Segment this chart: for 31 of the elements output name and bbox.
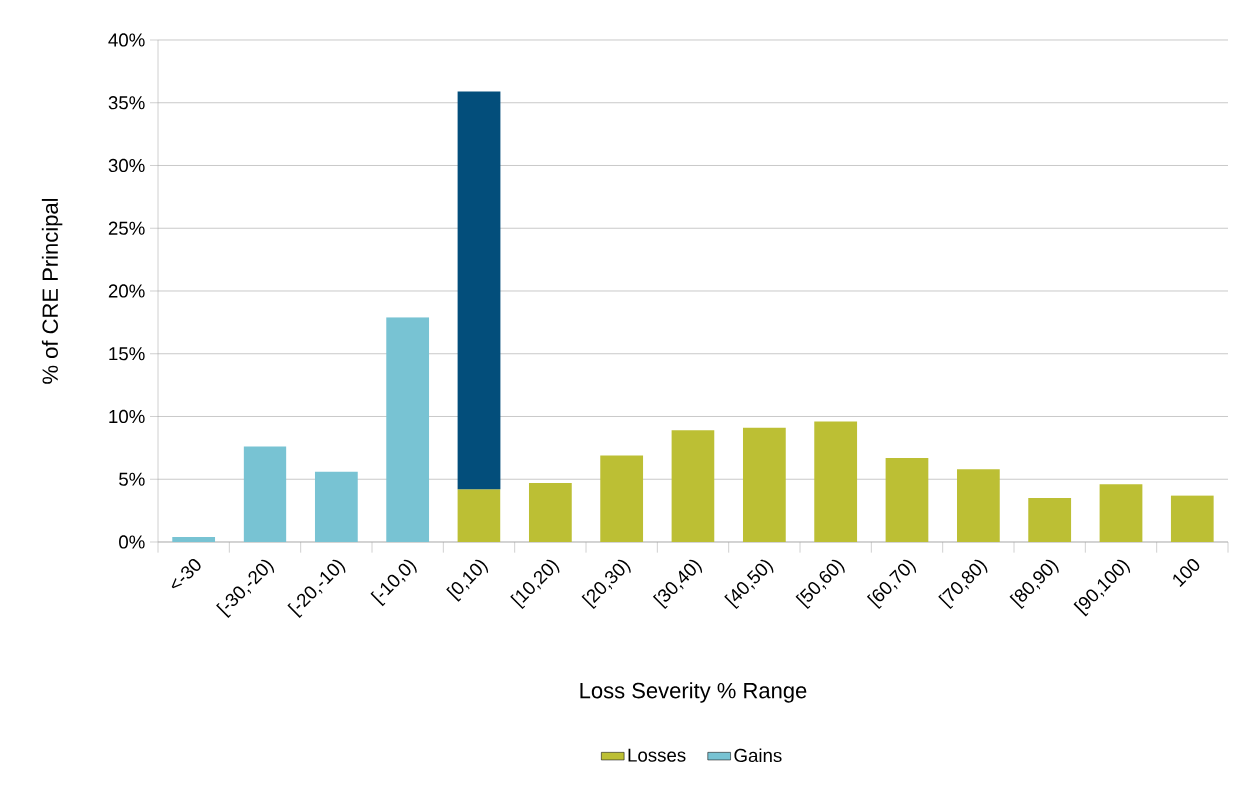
bar xyxy=(1170,495,1214,542)
bar xyxy=(956,469,1000,542)
bar xyxy=(243,446,287,542)
bar xyxy=(600,455,644,542)
y-tick-label: 5% xyxy=(119,472,145,486)
legend-label: Losses xyxy=(628,748,686,762)
bar xyxy=(1028,498,1072,542)
bar xyxy=(172,536,216,542)
y-tick-label: 15% xyxy=(109,347,145,361)
bar xyxy=(386,317,430,542)
bar xyxy=(457,489,501,542)
bar xyxy=(528,483,572,542)
x-axis-title: Loss Severity % Range xyxy=(580,682,807,703)
y-tick-label: 0% xyxy=(119,535,145,549)
bar xyxy=(1099,484,1143,542)
bar xyxy=(457,91,501,490)
bar xyxy=(671,430,715,542)
bar xyxy=(742,427,786,542)
y-tick-label: 25% xyxy=(108,221,145,235)
y-tick-label: 10% xyxy=(109,409,145,424)
y-tick-label: 20% xyxy=(108,284,145,298)
legend-label: Gains xyxy=(734,748,782,763)
y-axis-title: % of CRE Principal xyxy=(41,198,63,384)
x-tick-label: <-30 xyxy=(171,559,201,589)
y-tick-label: 35% xyxy=(108,96,145,110)
y-tick-label: 40% xyxy=(108,33,145,47)
bar xyxy=(314,471,358,542)
x-tick-label: 100 xyxy=(1173,559,1200,587)
y-tick-label: 30% xyxy=(108,158,145,173)
bar xyxy=(885,457,929,542)
bar xyxy=(814,421,858,542)
